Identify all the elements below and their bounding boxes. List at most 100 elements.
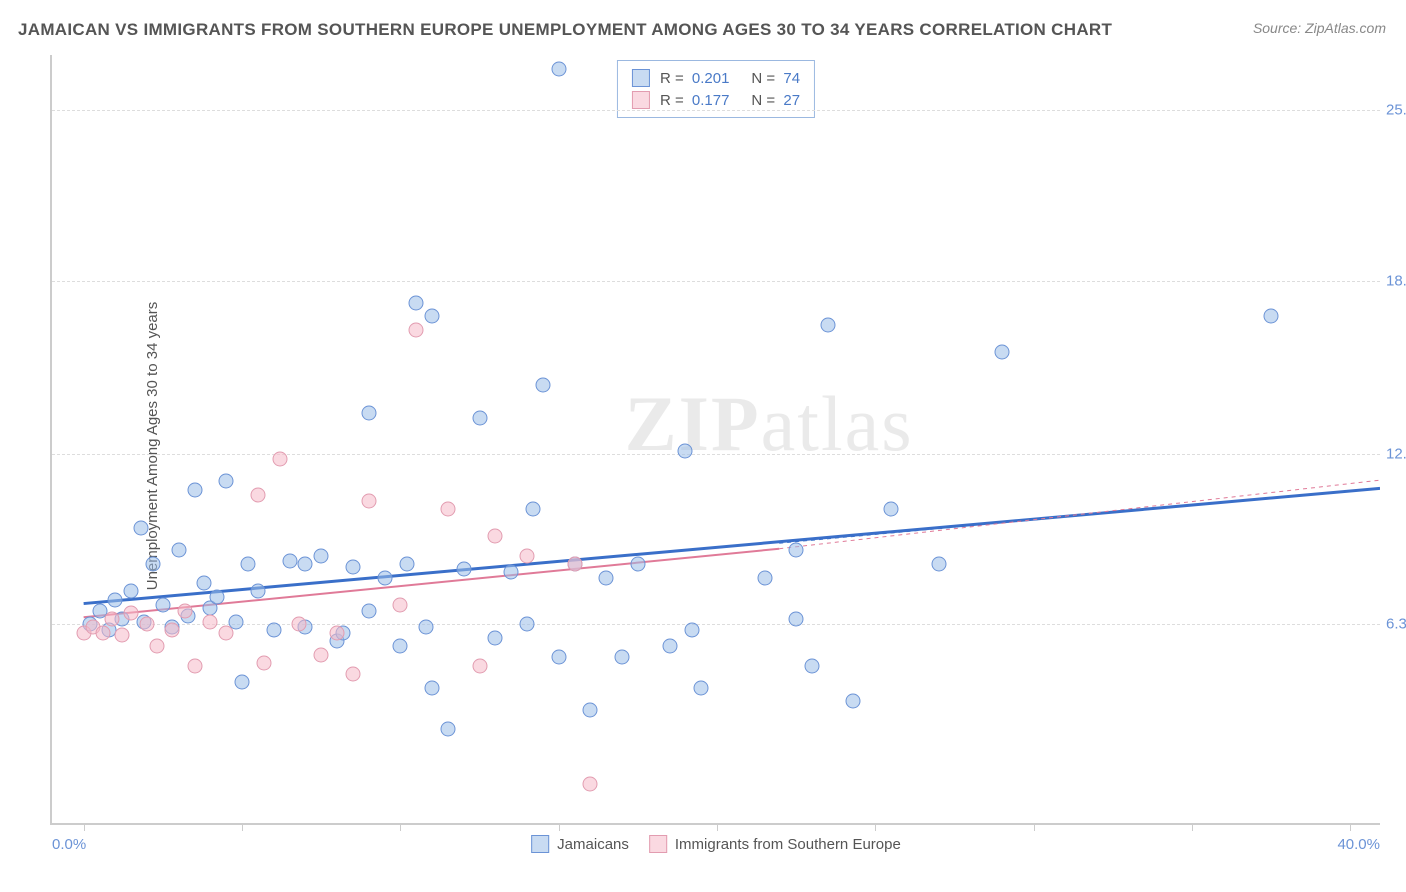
- scatter-point: [133, 521, 148, 536]
- scatter-point: [165, 622, 180, 637]
- scatter-point: [567, 556, 582, 571]
- scatter-point: [241, 556, 256, 571]
- scatter-point: [266, 622, 281, 637]
- scatter-point: [409, 323, 424, 338]
- scatter-point: [1264, 309, 1279, 324]
- scatter-point: [472, 411, 487, 426]
- scatter-point: [535, 378, 550, 393]
- legend-stats-row-1: R = 0.177 N = 27: [632, 89, 800, 111]
- trend-lines: [52, 55, 1380, 823]
- x-tick: [559, 823, 560, 831]
- scatter-point: [219, 474, 234, 489]
- x-tick: [1034, 823, 1035, 831]
- legend-stats-row-0: R = 0.201 N = 74: [632, 67, 800, 89]
- scatter-point: [789, 543, 804, 558]
- scatter-point: [140, 617, 155, 632]
- scatter-point: [504, 565, 519, 580]
- scatter-point: [282, 554, 297, 569]
- scatter-point: [884, 501, 899, 516]
- legend-item-1: Immigrants from Southern Europe: [649, 835, 901, 853]
- scatter-point: [684, 622, 699, 637]
- scatter-point: [330, 625, 345, 640]
- gridline: [52, 281, 1380, 282]
- x-tick: [875, 823, 876, 831]
- x-tick: [84, 823, 85, 831]
- scatter-point: [250, 488, 265, 503]
- swatch-series-1-b: [649, 835, 667, 853]
- gridline: [52, 454, 1380, 455]
- scatter-point: [273, 452, 288, 467]
- scatter-point: [551, 61, 566, 76]
- swatch-series-0-b: [531, 835, 549, 853]
- scatter-point: [171, 543, 186, 558]
- scatter-point: [377, 570, 392, 585]
- scatter-point: [393, 598, 408, 613]
- scatter-point: [418, 620, 433, 635]
- scatter-point: [488, 529, 503, 544]
- scatter-point: [361, 603, 376, 618]
- scatter-point: [399, 556, 414, 571]
- scatter-point: [789, 611, 804, 626]
- scatter-point: [235, 675, 250, 690]
- x-tick: [1350, 823, 1351, 831]
- chart-source: Source: ZipAtlas.com: [1253, 20, 1386, 36]
- x-tick: [400, 823, 401, 831]
- correlation-chart: JAMAICAN VS IMMIGRANTS FROM SOUTHERN EUR…: [0, 0, 1406, 892]
- scatter-point: [694, 680, 709, 695]
- scatter-point: [114, 628, 129, 643]
- scatter-point: [440, 501, 455, 516]
- scatter-point: [472, 658, 487, 673]
- swatch-series-1: [632, 91, 650, 109]
- scatter-point: [149, 639, 164, 654]
- scatter-point: [155, 598, 170, 613]
- scatter-point: [456, 562, 471, 577]
- legend-item-0: Jamaicans: [531, 835, 629, 853]
- scatter-point: [393, 639, 408, 654]
- scatter-point: [146, 556, 161, 571]
- scatter-point: [630, 556, 645, 571]
- legend-label-0: Jamaicans: [557, 836, 629, 853]
- x-tick: [242, 823, 243, 831]
- chart-title: JAMAICAN VS IMMIGRANTS FROM SOUTHERN EUR…: [18, 20, 1112, 40]
- swatch-series-0: [632, 69, 650, 87]
- scatter-point: [209, 589, 224, 604]
- x-tick: [717, 823, 718, 831]
- y-tick-label: 25.0%: [1386, 102, 1406, 119]
- scatter-point: [820, 317, 835, 332]
- scatter-point: [520, 548, 535, 563]
- scatter-point: [345, 666, 360, 681]
- scatter-point: [298, 556, 313, 571]
- scatter-point: [257, 655, 272, 670]
- scatter-point: [846, 694, 861, 709]
- legend-label-1: Immigrants from Southern Europe: [675, 836, 901, 853]
- scatter-point: [314, 548, 329, 563]
- scatter-point: [361, 493, 376, 508]
- scatter-point: [345, 559, 360, 574]
- scatter-point: [488, 631, 503, 646]
- x-axis-max-label: 40.0%: [1337, 836, 1380, 853]
- scatter-point: [250, 584, 265, 599]
- scatter-point: [219, 625, 234, 640]
- x-axis-min-label: 0.0%: [52, 836, 86, 853]
- scatter-point: [409, 295, 424, 310]
- scatter-point: [292, 617, 307, 632]
- gridline: [52, 110, 1380, 111]
- watermark: ZIPatlas: [625, 379, 914, 469]
- y-tick-label: 6.3%: [1386, 616, 1406, 633]
- scatter-point: [187, 482, 202, 497]
- scatter-point: [583, 702, 598, 717]
- gridline: [52, 624, 1380, 625]
- scatter-point: [108, 592, 123, 607]
- scatter-point: [314, 647, 329, 662]
- scatter-point: [425, 680, 440, 695]
- scatter-point: [599, 570, 614, 585]
- scatter-point: [520, 617, 535, 632]
- scatter-point: [187, 658, 202, 673]
- x-tick: [1192, 823, 1193, 831]
- y-tick-label: 18.8%: [1386, 272, 1406, 289]
- scatter-point: [203, 614, 218, 629]
- scatter-point: [361, 405, 376, 420]
- scatter-point: [757, 570, 772, 585]
- scatter-point: [678, 444, 693, 459]
- legend-series: Jamaicans Immigrants from Southern Europ…: [531, 835, 901, 853]
